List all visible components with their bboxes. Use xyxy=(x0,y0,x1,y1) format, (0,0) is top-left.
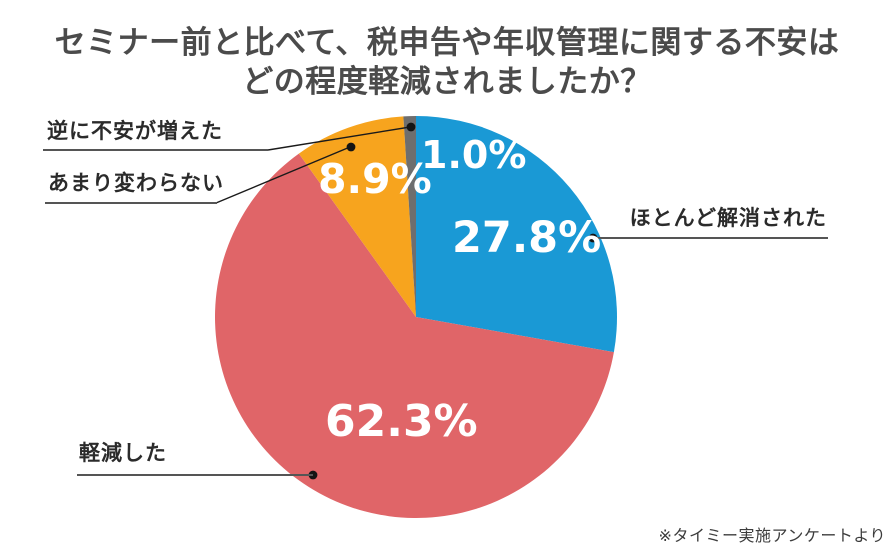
leader-dot-unchanged xyxy=(346,142,356,152)
percent-label-reduced: 62.3% xyxy=(325,396,478,447)
leader-dot-increased xyxy=(406,122,416,132)
pie-slice-reduced xyxy=(215,153,614,519)
callout-label-unchanged: あまり変わらない xyxy=(45,171,223,204)
pie-slice-resolved xyxy=(416,116,618,353)
leader-lines xyxy=(215,126,411,204)
callout-label-increased: 逆に不安が増えた xyxy=(43,119,268,151)
leader-dot-resolved xyxy=(588,233,598,243)
callout-label-reduced: 軽減した xyxy=(77,441,313,476)
percent-label-increased: 1.0% xyxy=(421,133,527,177)
leader-dots xyxy=(308,122,598,480)
pie-slice-increased xyxy=(403,116,416,317)
pie-slice-unchanged xyxy=(298,116,416,318)
percent-label-unchanged: 8.9% xyxy=(318,155,432,203)
chart-title: セミナー前と比べて、税申告や年収管理に関する不安は どの程度軽減されましたか？ xyxy=(0,24,894,102)
callout-label-resolved: ほとんど解消された xyxy=(593,206,828,239)
leader-dot-reduced xyxy=(308,470,318,480)
chart-title-line1: セミナー前と比べて、税申告や年収管理に関する不安は xyxy=(54,25,840,61)
source-footnote: ※タイミー実施アンケートより xyxy=(658,526,886,545)
leader-line-unchanged xyxy=(215,146,351,204)
chart-title-line2: どの程度軽減されましたか？ xyxy=(242,64,652,100)
percent-label-resolved: 27.8% xyxy=(452,213,602,263)
leader-line-increased xyxy=(267,126,411,151)
pie-slices xyxy=(215,116,618,519)
